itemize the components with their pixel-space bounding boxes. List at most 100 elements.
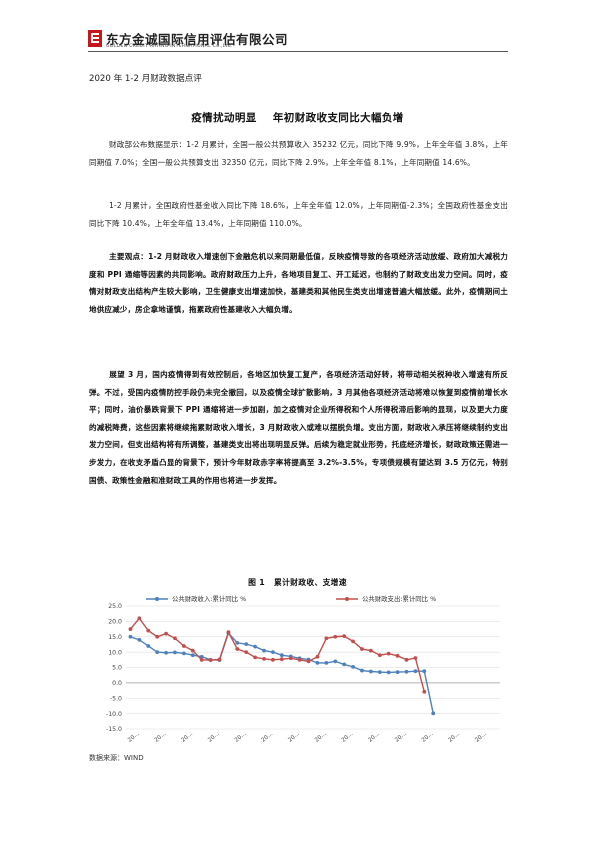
data-point — [244, 650, 249, 655]
data-point — [226, 630, 231, 635]
series-line-2 — [129, 617, 425, 692]
data-point — [395, 670, 400, 675]
legend-label: 公共财政支出:累计同比 % — [362, 594, 436, 603]
data-point — [315, 654, 320, 659]
x-tick-label: 20… — [154, 731, 168, 744]
y-tick-label: -15.0 — [106, 726, 122, 733]
data-point — [342, 634, 347, 639]
data-point — [164, 631, 168, 636]
y-tick-label: 10.0 — [108, 649, 122, 656]
paragraph-main-points: 主要观点：1-2 月财政收入增速创下金融危机以来同期最低值，反映疫情导致的各项经… — [89, 248, 508, 318]
y-tick-label: 20.0 — [108, 619, 122, 626]
data-point — [368, 669, 373, 674]
page-title: 疫情扰动明显 年初财政收支同比大幅负增 — [191, 112, 404, 124]
document-label: 2020 年 1-2 月财政数据点评 — [89, 74, 202, 84]
x-tick-label: 20… — [180, 731, 194, 744]
x-tick-label: 20… — [421, 731, 435, 744]
legend-label: 公共财政收入:累计同比 % — [172, 594, 246, 603]
data-point — [181, 644, 186, 648]
x-tick-label: 20… — [367, 731, 381, 744]
data-point — [395, 653, 400, 658]
data-point — [431, 711, 436, 716]
y-tick-label: 0.0 — [112, 680, 122, 687]
data-point — [315, 660, 320, 665]
data-point — [244, 642, 249, 647]
data-point — [173, 636, 177, 641]
data-point — [199, 657, 204, 662]
x-tick-label: 20… — [394, 731, 408, 744]
paragraph-revenue-expenditure: 财政部公布数据显示：1-2 月累计，全国一般公共预算收入 35232 亿元，同比… — [89, 136, 508, 171]
figure-title: 图 1 累计财政收、支增速 — [248, 578, 347, 587]
data-source: 数据来源：WIND — [89, 754, 144, 762]
data-point — [404, 669, 409, 674]
data-point — [333, 634, 338, 639]
paragraph-outlook: 展望 3 月，国内疫情得到有效控制后，各地区加快复工复产，各项经济活动好转，将带… — [89, 366, 508, 489]
data-point — [404, 657, 409, 662]
data-point — [146, 644, 151, 648]
data-point — [199, 654, 204, 659]
paragraph-fund: 1-2 月累计，全国政府性基金收入同比下降 18.6%，上年全年值 12.0%，… — [89, 197, 508, 232]
y-tick-label: -5.0 — [110, 695, 122, 702]
data-point — [208, 658, 213, 663]
data-point — [271, 657, 275, 662]
y-tick-label: 15.0 — [108, 634, 122, 641]
data-point — [128, 634, 133, 639]
data-point — [377, 670, 382, 675]
x-tick-label: 20… — [234, 731, 248, 744]
data-point — [351, 664, 355, 669]
data-point — [377, 653, 382, 658]
legend-swatch-marker — [155, 597, 159, 601]
data-point — [342, 662, 347, 667]
paragraph-text: 主要观点：1-2 月财政收入增速创下金融危机以来同期最低值，反映疫情导致的各项经… — [89, 252, 508, 314]
x-tick-label: 20… — [314, 731, 328, 744]
data-point — [324, 636, 329, 641]
data-point — [137, 616, 142, 621]
company-name-en: GOLDEN CREDIT RATING INTERNATIONAL Co.,L… — [106, 44, 233, 49]
data-point — [279, 653, 284, 658]
data-point — [190, 653, 195, 658]
data-point — [288, 656, 293, 661]
x-tick-label: 20… — [287, 731, 301, 744]
x-tick-label: 20… — [448, 731, 462, 744]
data-point — [253, 655, 258, 660]
data-point — [235, 641, 240, 645]
data-point — [324, 660, 329, 665]
data-point — [422, 689, 427, 694]
data-point — [360, 668, 364, 673]
data-point — [297, 657, 302, 662]
paragraph-text: 展望 3 月，国内疫情得到有效控制后，各地区加快复工复产，各项经济活动好转，将带… — [89, 370, 508, 485]
data-point — [128, 627, 133, 631]
data-point — [262, 648, 266, 653]
data-point — [253, 644, 258, 649]
data-point — [217, 657, 222, 662]
data-point — [181, 651, 186, 656]
data-point — [279, 657, 284, 662]
paragraph-text: 1-2 月累计，全国政府性基金收入同比下降 18.6%，上年全年值 12.0%，… — [89, 201, 508, 228]
x-tick-label: 20… — [127, 731, 141, 744]
x-tick-label: 20… — [474, 731, 488, 744]
data-point — [368, 648, 373, 653]
data-point — [413, 669, 418, 674]
data-point — [262, 656, 266, 661]
data-point — [386, 651, 391, 656]
x-tick-label: 20… — [207, 731, 221, 744]
header-divider — [88, 51, 508, 52]
data-point — [413, 656, 418, 660]
data-point — [235, 647, 240, 651]
company-name-cn: 东方金诚国际信用评估有限公司 — [106, 32, 289, 47]
legend-swatch-marker — [345, 597, 349, 601]
data-point — [190, 648, 195, 653]
y-tick-label: 25.0 — [108, 603, 122, 610]
data-point — [155, 634, 160, 639]
data-point — [146, 628, 151, 633]
paragraph-text: 财政部公布数据显示：1-2 月累计，全国一般公共预算收入 35232 亿元，同比… — [89, 140, 508, 167]
data-point — [351, 639, 355, 644]
y-tick-label: -10.0 — [106, 711, 122, 718]
x-tick-label: 20… — [261, 731, 275, 744]
data-point — [422, 669, 427, 674]
data-point — [333, 659, 338, 664]
data-point — [271, 650, 275, 655]
data-point — [173, 650, 177, 655]
y-tick-label: 5.0 — [112, 665, 122, 672]
data-point — [164, 650, 168, 655]
